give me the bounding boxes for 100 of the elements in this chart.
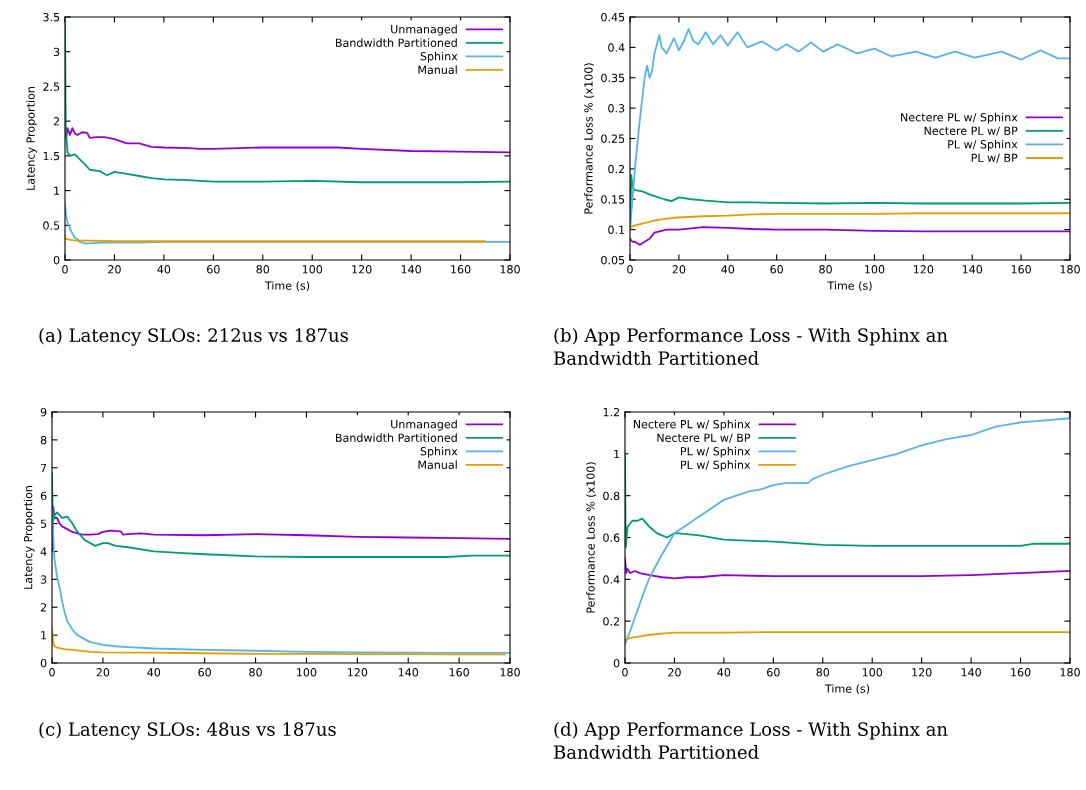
line-series [630,212,1070,229]
x-tick-label: 120 [912,668,932,677]
text: (c) Latency SLOs: 48us vs 187us [39,722,336,740]
line-series [630,226,1070,246]
y-tick-label: 1.5 [43,151,60,161]
x-tick-label: 140 [398,668,419,677]
x-tick-label: 40 [717,668,731,677]
y-tick-label: 2.5 [43,82,60,91]
legend-label: Nectere PL w/ Sphinx [901,112,1018,124]
y-tick-label: 0 [613,658,620,668]
x-tick-label: 40 [147,668,161,677]
y-tick-label: 3 [53,47,60,57]
legend-label: PL w/ BP [971,153,1018,163]
y-tick-label: 2 [53,117,60,126]
y-tick-label: 2 [40,603,47,612]
x-tick-label: 80 [256,265,270,274]
y-tick-label: 0.3 [608,104,625,113]
legend-label: Nectere PL w/ BP [924,126,1018,136]
x-tick-label: 20 [108,265,121,274]
y-tick-label: 9 [40,407,47,417]
x-tick-label: 140 [961,668,981,677]
x-tick-label: 120 [913,265,934,274]
y-tick-label: 0.4 [603,575,620,584]
y-tick-label: 1.2 [603,407,620,417]
y-tick-label: 3 [40,575,47,584]
y-tick-label: 0.2 [608,164,625,174]
x-tick-label: 80 [816,668,830,677]
x-tick-label: 120 [352,265,372,274]
y-tick-label: 0.45 [601,12,625,22]
x-tick-label: 180 [1060,668,1080,677]
legend-label: PL w/ Sphinx [948,139,1018,151]
x-tick-label: 80 [249,668,262,677]
x-tick-label: 60 [198,668,211,677]
line-series [625,417,1070,646]
x-tick-label: 60 [767,668,780,677]
y-tick-label: 0.05 [601,255,625,265]
x-tick-label: 140 [962,265,983,274]
x-tick-label: 80 [819,265,832,274]
x-tick-label: 100 [302,265,323,274]
y-tick-label: 1 [54,186,60,195]
x-tick-label: 160 [1011,265,1031,274]
x-axis-title: Time (s) [824,684,870,695]
x-tick-label: 40 [721,265,735,274]
y-tick-label: 0.8 [603,491,620,501]
x-tick-label: 120 [347,668,368,677]
legend-label: Nectere PL w/ Sphinx [633,419,751,431]
y-tick-label: 0.2 [603,617,620,626]
y-tick-label: 0.6 [603,533,620,542]
legend-label: Bandwidth Partitioned [335,38,457,47]
y-axis-title: Performance Loss % (x100) [584,63,594,214]
y-tick-label: 7 [40,463,47,472]
x-tick-label: 100 [297,668,317,677]
y-tick-label: 4 [40,547,47,556]
x-tick-label: 180 [500,668,520,677]
legend-label: Unmanaged [391,419,457,431]
y-axis-title: Latency Proportion [26,87,37,190]
y-tick-label: 0 [53,255,60,265]
x-axis-title: Time (s) [264,281,310,292]
y-tick-label: 0.1 [608,225,625,234]
y-tick-label: 0 [40,658,47,668]
legend-label: Manual [418,460,457,469]
y-tick-label: 8 [40,435,47,445]
text: (a) Latency SLOs: 212us vs 187us [39,328,348,346]
x-tick-label: 20 [672,265,686,274]
x-tick-label: 60 [207,265,220,274]
x-tick-label: 100 [865,265,885,274]
y-tick-label: 1 [614,449,620,459]
legend-label: Bandwidth Partitioned [335,433,457,442]
y-tick-label: 6 [40,491,47,501]
x-tick-label: 160 [451,265,471,274]
x-tick-label: 60 [770,265,783,274]
y-tick-label: 0.15 [601,195,625,204]
x-tick-label: 180 [500,265,520,274]
x-tick-label: 20 [668,668,681,677]
x-tick-label: 180 [1060,265,1080,274]
legend-label: Nectere PL w/ BP [657,433,751,443]
y-tick-label: 3.5 [43,12,60,22]
y-tick-label: 0.4 [608,43,625,52]
x-tick-label: 0 [627,265,633,274]
legend-label: Sphinx [420,446,458,458]
x-tick-label: 160 [449,668,469,677]
x-tick-label: 20 [96,668,110,677]
y-tick-label: 1 [41,631,47,640]
x-tick-label: 160 [1011,668,1031,677]
x-tick-label: 0 [62,265,68,274]
x-tick-label: 40 [157,265,171,274]
legend-label: PL w/ Sphinx [681,446,751,458]
y-tick-label: 0.25 [601,134,625,143]
legend-label: PL w/ Sphinx [681,460,751,472]
x-tick-label: 140 [401,265,421,274]
y-tick-label: 0.5 [43,221,60,230]
legend-label: Unmanaged [391,24,457,36]
text: (b) App Performance Loss - With Sphinx an Bandwidth Partitioned [554,328,948,365]
x-axis-title: Time (s) [827,281,872,292]
legend-label: Sphinx [420,51,458,63]
y-axis-title: Latency Proportion [23,486,35,589]
line-series [625,631,1070,641]
y-axis-title: Performance Loss % (x100) [586,462,597,613]
y-tick-label: 0.35 [601,73,625,83]
x-tick-label: 100 [862,668,883,677]
